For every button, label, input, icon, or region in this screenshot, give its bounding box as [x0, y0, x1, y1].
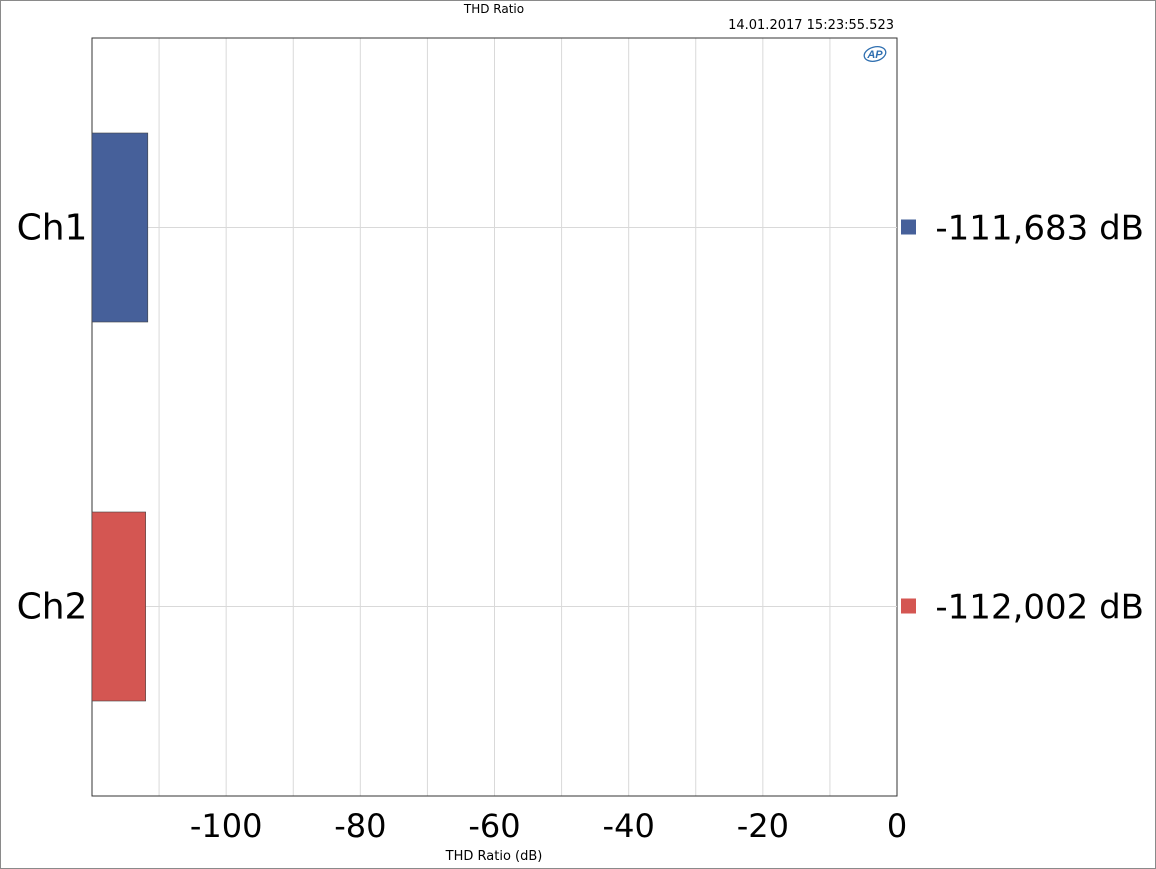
x-tick-label: 0	[887, 807, 907, 845]
legend-swatch	[901, 598, 916, 614]
chart-title: THD Ratio	[463, 2, 525, 16]
value-label: -111,683 dB	[935, 209, 1144, 249]
x-tick-label: -60	[468, 807, 520, 845]
x-axis-label: THD Ratio (dB)	[445, 849, 543, 864]
plot-area	[91, 37, 898, 797]
ap-logo-icon: AP	[863, 46, 887, 62]
timestamp: 14.01.2017 15:23:55.523	[728, 18, 894, 33]
x-tick-label: -40	[603, 807, 655, 845]
x-tick-label: -100	[190, 807, 263, 845]
x-tick-label: -80	[334, 807, 386, 845]
svg-text:AP: AP	[866, 49, 883, 61]
value-label: -112,002 dB	[935, 588, 1144, 628]
legend-swatch	[901, 219, 916, 235]
category-label: Ch2	[17, 587, 88, 628]
bar-ch2	[91, 511, 146, 702]
bar-ch1	[91, 132, 149, 323]
x-tick-label: -20	[737, 807, 789, 845]
category-label: Ch1	[17, 208, 88, 249]
